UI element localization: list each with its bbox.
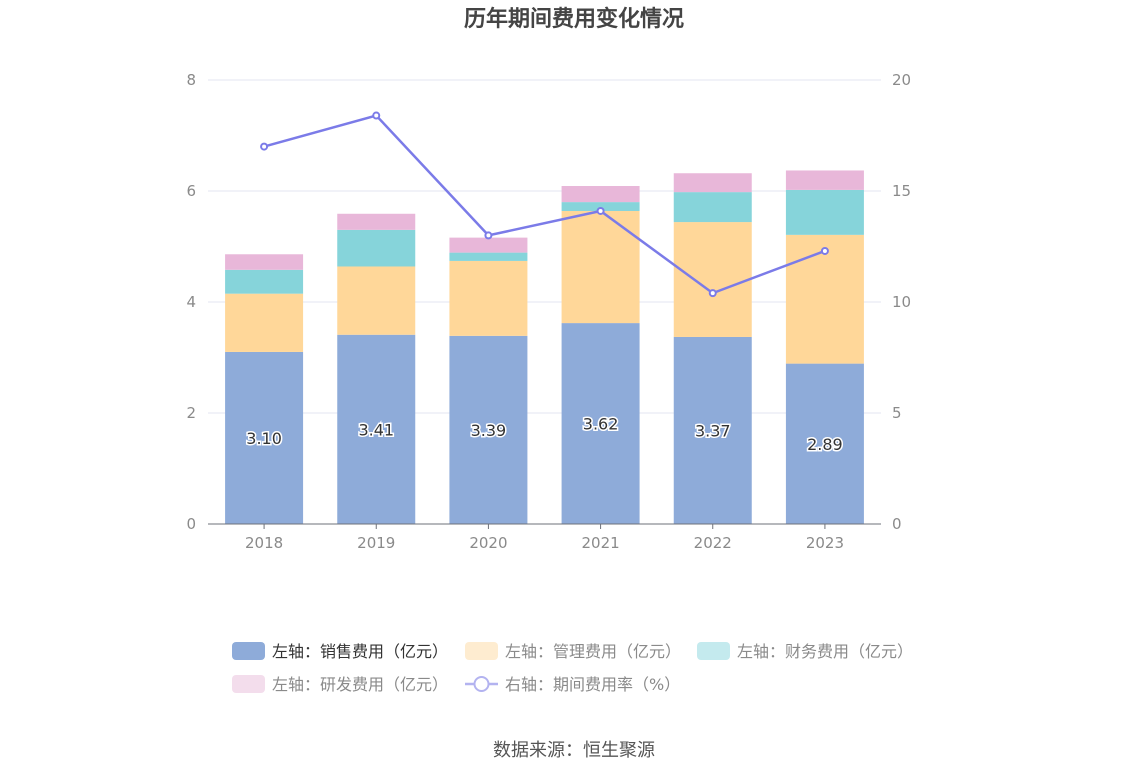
y-left-tick-label: 8 bbox=[186, 71, 196, 89]
y-right-tick-label: 10 bbox=[892, 293, 911, 311]
bar-segment bbox=[673, 336, 752, 524]
grid-lines bbox=[208, 79, 881, 414]
x-tick-label: 2021 bbox=[581, 534, 619, 552]
y-left-tick-label: 4 bbox=[186, 293, 196, 311]
rate-line-point bbox=[372, 111, 381, 120]
y-right-tick-label: 0 bbox=[892, 515, 902, 533]
bar-segment bbox=[785, 234, 864, 364]
legend-swatch bbox=[232, 675, 265, 693]
bar-segment bbox=[225, 293, 304, 352]
bar-segment bbox=[785, 363, 864, 524]
rate-line-point bbox=[484, 231, 493, 240]
legend: 左轴：销售费用（亿元） 左轴：管理费用（亿元） 左轴：财务费用（亿元） 左轴：研发费用… bbox=[232, 642, 913, 694]
rate-line-point bbox=[820, 246, 829, 255]
bar-segment bbox=[449, 260, 528, 336]
chart-title: 历年期间费用变化情况 bbox=[464, 6, 684, 32]
bar-segment bbox=[561, 323, 640, 524]
y-left-tick-label: 6 bbox=[186, 182, 196, 200]
x-tick-label: 2020 bbox=[469, 534, 507, 552]
bar-segment bbox=[449, 252, 528, 261]
rate-line-point bbox=[260, 142, 269, 151]
y-right-tick-label: 15 bbox=[892, 182, 911, 200]
bar-value-label: 3.62 bbox=[583, 415, 619, 434]
legend-label: 右轴：期间费用率（%） bbox=[505, 675, 680, 694]
legend-swatch bbox=[232, 642, 265, 660]
legend-label: 左轴：研发费用（亿元） bbox=[272, 675, 448, 694]
bar-segment bbox=[225, 254, 304, 270]
bar-segment bbox=[673, 192, 752, 223]
rate-line-path bbox=[263, 114, 826, 295]
bar-segment bbox=[785, 189, 864, 235]
bar-segment bbox=[449, 237, 528, 253]
bar-segment bbox=[673, 222, 752, 337]
y-right-tick-label: 5 bbox=[892, 404, 902, 422]
bar-segment bbox=[337, 213, 416, 230]
legend-label: 左轴：财务费用（亿元） bbox=[737, 642, 913, 661]
bar-value-label: 3.10 bbox=[246, 429, 282, 448]
bar-segment bbox=[225, 351, 304, 524]
rate-line-point bbox=[708, 289, 717, 298]
x-axis: 2018 2019 2020 2021 2022 2023 bbox=[208, 523, 881, 552]
bar-segment bbox=[225, 269, 304, 294]
x-tick-label: 2023 bbox=[806, 534, 844, 552]
bar-segment bbox=[673, 173, 752, 193]
bar-segment bbox=[561, 186, 640, 203]
y-axis-left: 0 2 4 6 8 bbox=[186, 71, 196, 533]
x-tick-label: 2019 bbox=[357, 534, 395, 552]
bar-value-label: 3.41 bbox=[358, 420, 394, 439]
bar-segment bbox=[337, 334, 416, 524]
bar-value-label: 3.39 bbox=[471, 421, 507, 440]
legend-line-marker bbox=[473, 676, 490, 692]
bars bbox=[225, 170, 864, 524]
source-note: 数据来源：恒生聚源 bbox=[493, 740, 655, 761]
data-labels: 3.10 3.41 3.39 3.62 3.37 2.89 bbox=[245, 413, 844, 455]
bar-segment bbox=[337, 266, 416, 335]
x-tick-label: 2022 bbox=[694, 534, 732, 552]
bar-segment bbox=[449, 335, 528, 524]
y-axis-right: 0 5 10 15 20 bbox=[892, 71, 911, 533]
bar-segment bbox=[561, 210, 640, 324]
x-tick-label: 2018 bbox=[245, 534, 283, 552]
bar-segment bbox=[337, 229, 416, 267]
rate-line-point bbox=[596, 206, 605, 215]
y-left-tick-label: 2 bbox=[186, 404, 196, 422]
legend-label: 左轴：销售费用（亿元） bbox=[272, 642, 448, 661]
legend-swatch bbox=[697, 642, 730, 660]
legend-label: 左轴：管理费用（亿元） bbox=[505, 642, 681, 661]
bar-segment bbox=[561, 202, 640, 211]
legend-swatch bbox=[465, 642, 498, 660]
rate-line bbox=[260, 111, 829, 298]
y-right-tick-label: 20 bbox=[892, 71, 911, 89]
bar-segment bbox=[785, 170, 864, 190]
bar-value-label: 3.37 bbox=[695, 421, 731, 440]
bar-value-label: 2.89 bbox=[807, 435, 843, 454]
y-left-tick-label: 0 bbox=[186, 515, 196, 533]
